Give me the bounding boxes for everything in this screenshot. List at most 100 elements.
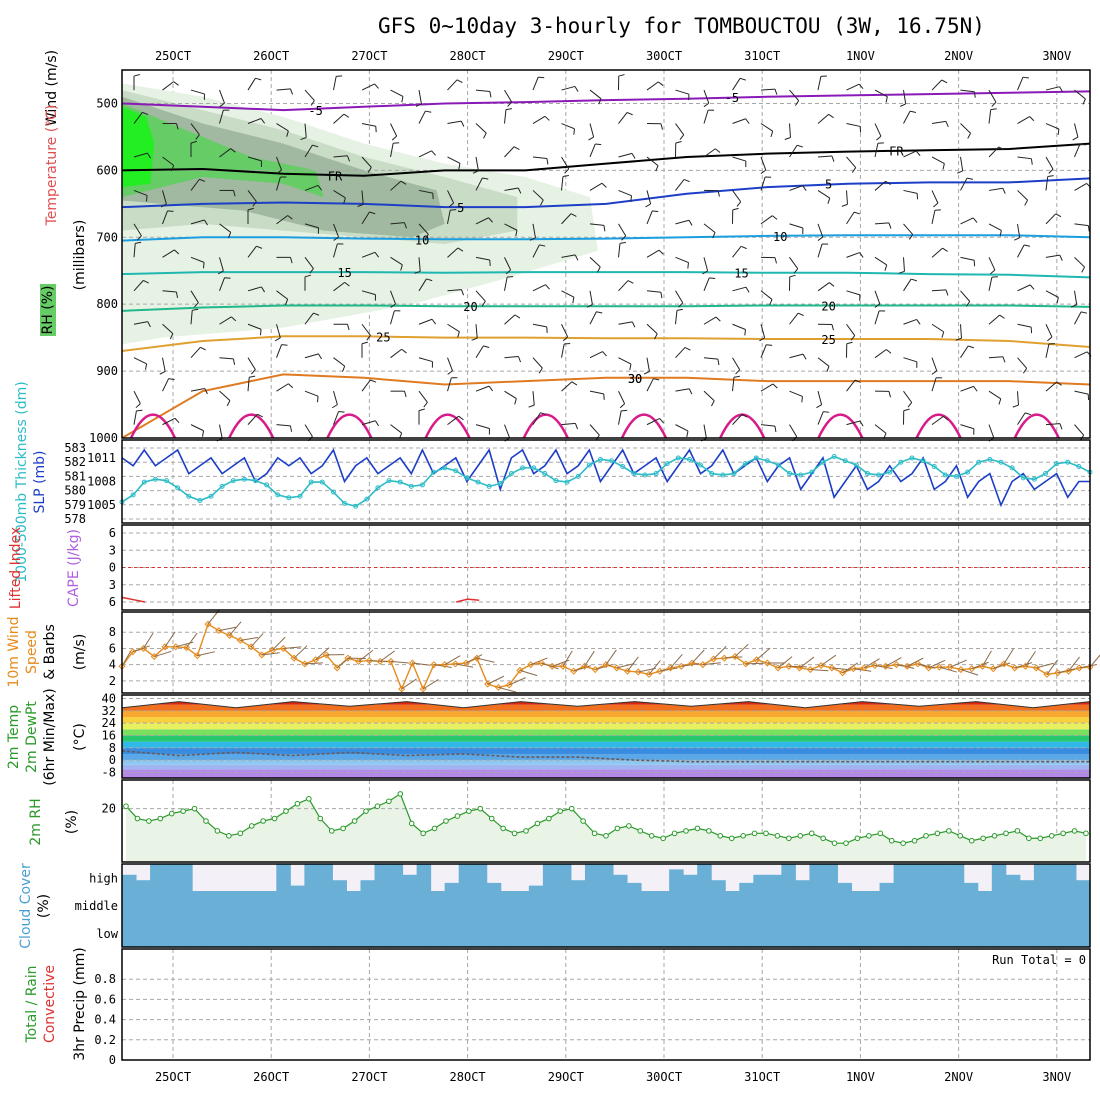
thickness-tick-label: 579 xyxy=(64,498,86,512)
minmax-label: (6hr Min/Max) xyxy=(42,688,58,785)
wind-barb xyxy=(789,257,799,269)
cloud-bar-low xyxy=(924,919,939,947)
wind-barb-feather xyxy=(709,277,716,279)
wind-barb-feather xyxy=(655,165,659,172)
cloud-bar-middle xyxy=(412,891,427,919)
wind-barb xyxy=(988,356,1004,359)
cloud-bar-low xyxy=(398,919,413,947)
cloud-bar-low xyxy=(868,919,884,947)
wind-barb xyxy=(219,148,231,158)
wind-barb-feather xyxy=(619,403,625,409)
wind-barb-feather xyxy=(231,316,237,322)
wind-barb xyxy=(247,377,250,392)
wind-barb-feather xyxy=(829,282,835,287)
temp-2m-label: 2m Temp xyxy=(6,705,22,769)
wind-barb xyxy=(133,280,144,292)
rh-2m-point xyxy=(968,837,975,844)
wind-barb xyxy=(333,76,337,91)
isotherm-35-arc xyxy=(424,413,471,439)
wind-barb xyxy=(532,115,546,124)
wind-barb-feather xyxy=(1048,168,1054,174)
wind-barb-feather xyxy=(1087,225,1090,232)
wind-barb-10m xyxy=(498,686,516,693)
cloud-bar-low xyxy=(841,919,856,947)
wind-barb xyxy=(960,290,971,302)
rh-2m-point xyxy=(1071,828,1078,834)
thickness-point xyxy=(664,461,670,467)
thickness-point xyxy=(931,463,937,469)
wind-barb xyxy=(333,411,339,425)
wind-barb-10m xyxy=(519,669,538,677)
temp-units-label: (°C) xyxy=(72,723,88,751)
thickness-point xyxy=(408,483,414,489)
wind-barb xyxy=(247,77,256,91)
rh-units-label: (%) xyxy=(64,810,80,834)
wind-barb-feather xyxy=(1079,143,1086,146)
cloud-bar-low xyxy=(882,919,897,947)
wind-barb xyxy=(789,123,791,138)
thickness-point xyxy=(330,489,336,495)
cloud-bar-high xyxy=(276,864,291,891)
wind-barb-feather xyxy=(317,185,323,191)
cloud-bar-high xyxy=(1075,880,1091,891)
cloud-bar-high xyxy=(935,864,951,891)
wind-barb-feather xyxy=(574,254,579,261)
cloud-bar-low xyxy=(122,919,137,947)
wind-barb xyxy=(475,385,490,392)
wind-barb xyxy=(333,113,345,124)
thickness-point xyxy=(586,462,592,468)
wind-barb-feather xyxy=(784,137,791,140)
wind-barb xyxy=(988,257,996,271)
wind-barb xyxy=(532,284,546,292)
cloud-bar-low xyxy=(536,919,552,947)
li-tick-label: 0 xyxy=(109,561,116,575)
wind-barb-10m xyxy=(702,662,721,666)
wind-barb xyxy=(903,257,905,272)
thickness-point xyxy=(987,456,993,462)
wind-speed-point xyxy=(742,660,750,668)
wind-barb-feather xyxy=(972,217,978,223)
wind-barb xyxy=(475,217,489,225)
wind-barb-feather xyxy=(789,274,796,278)
wind-barb-feather xyxy=(1024,199,1029,206)
panel-frame xyxy=(121,69,1091,439)
wind-barb xyxy=(931,323,945,333)
wind-barb-feather xyxy=(619,241,626,244)
thickness-point xyxy=(876,472,882,478)
wind-barb xyxy=(504,257,512,271)
wind-speed-point xyxy=(279,644,287,652)
wind-barb-feather xyxy=(772,383,778,389)
wind-barb xyxy=(703,148,716,158)
wind-barb-feather xyxy=(415,103,422,107)
wind-speed-point xyxy=(763,659,771,667)
wind-barb xyxy=(1017,223,1021,238)
cloud-bar-low xyxy=(937,919,953,947)
wind-barb xyxy=(361,83,375,91)
wind-barb xyxy=(532,156,547,159)
wind-barb-feather xyxy=(991,101,997,107)
cloud-bar-middle xyxy=(993,891,1008,919)
wind-barb xyxy=(133,223,142,237)
wind-speed-point xyxy=(849,665,857,673)
wind-barb-feather xyxy=(874,303,881,308)
panel-frame xyxy=(121,863,1091,948)
wind-barb-10m xyxy=(820,654,837,666)
wind-barb xyxy=(304,312,314,325)
wind-barb xyxy=(333,190,346,199)
temp-tick-label: 24 xyxy=(102,716,116,730)
wind-barb xyxy=(703,424,707,439)
rh-legend-swatch xyxy=(40,284,56,336)
thickness-point xyxy=(442,465,448,471)
cloud-bar-middle xyxy=(453,891,469,919)
wind-barb-feather xyxy=(945,289,949,296)
rh-2m-point xyxy=(957,833,964,839)
rh-2m-point xyxy=(168,810,175,817)
cloud-bar-middle xyxy=(149,891,164,919)
rh-2m-point xyxy=(843,840,849,847)
wind-barb-feather xyxy=(219,102,225,108)
wind-barb xyxy=(760,383,774,392)
wind-barb-10m xyxy=(390,660,409,664)
wind-barb xyxy=(874,256,888,266)
thickness-point xyxy=(609,458,615,464)
temperature-band xyxy=(122,760,1090,765)
